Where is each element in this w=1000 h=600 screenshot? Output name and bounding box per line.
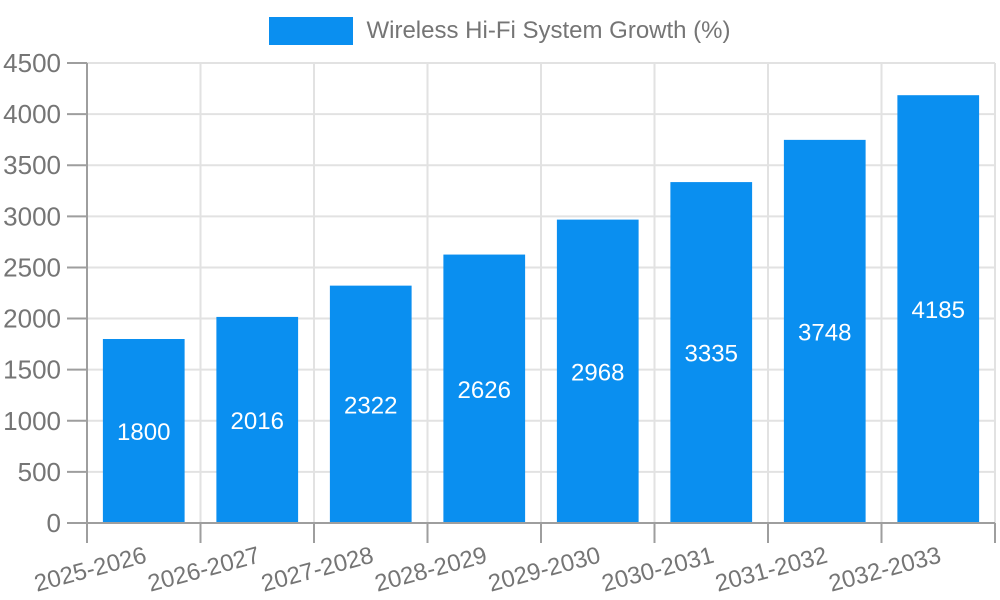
x-tick-label: 2031-2032 [712, 542, 830, 598]
x-tick-label: 2032-2033 [826, 542, 944, 598]
axes [67, 62, 996, 543]
y-tick-label: 2500 [3, 252, 61, 282]
x-tick-label: 2028-2029 [372, 542, 490, 598]
bar-value-label: 4185 [912, 297, 965, 324]
y-axis-labels: 0 500 1000 1500 2000 2500 3000 3500 4000 4500 [3, 48, 61, 538]
bar-value-label: 2968 [571, 359, 624, 386]
bar-value-label: 2016 [231, 408, 284, 435]
x-tick-label: 2029-2030 [485, 542, 603, 598]
bar-value-label: 2626 [458, 377, 511, 404]
bar-2025-2026[interactable] [102, 339, 185, 523]
bar-2027-2028[interactable] [329, 285, 412, 523]
legend-label[interactable]: Wireless Hi-Fi System Growth (%) [366, 17, 731, 44]
bars: 1800 2016 2322 2626 2968 3335 3748 4185 [102, 95, 980, 524]
y-tick-label: 4000 [3, 99, 61, 129]
legend[interactable]: Wireless Hi-Fi System Growth (%) [0, 17, 1000, 45]
x-tick-label: 2026-2027 [145, 542, 263, 598]
y-tick-label: 3500 [3, 150, 61, 180]
y-tick-label: 1000 [3, 406, 61, 436]
x-tick-label: 2025-2026 [31, 542, 149, 598]
x-tick-label: 2027-2028 [258, 542, 376, 598]
y-tick-label: 0 [47, 508, 61, 538]
bar-2029-2030[interactable] [556, 219, 639, 524]
bar-value-label: 2322 [344, 392, 397, 419]
bar-value-label: 1800 [117, 419, 170, 446]
y-tick-label: 500 [18, 457, 61, 487]
y-tick-label: 2000 [3, 304, 61, 334]
y-tick-label: 3000 [3, 201, 61, 231]
x-tick-label: 2030-2031 [599, 542, 717, 598]
legend-swatch[interactable] [269, 17, 354, 45]
bar-value-label: 3748 [798, 319, 851, 346]
x-axis-labels: 2025-20262026-20272027-20282028-20292029… [31, 542, 943, 598]
bar-2031-2032[interactable] [783, 139, 866, 524]
y-tick-label: 4500 [3, 48, 61, 78]
bar-2030-2031[interactable] [670, 182, 753, 524]
bar-2032-2033[interactable] [897, 95, 980, 523]
y-tick-label: 1500 [3, 355, 61, 385]
bar-value-label: 3335 [685, 341, 738, 368]
bar-2026-2027[interactable] [216, 316, 299, 523]
bar-2028-2029[interactable] [443, 254, 526, 523]
